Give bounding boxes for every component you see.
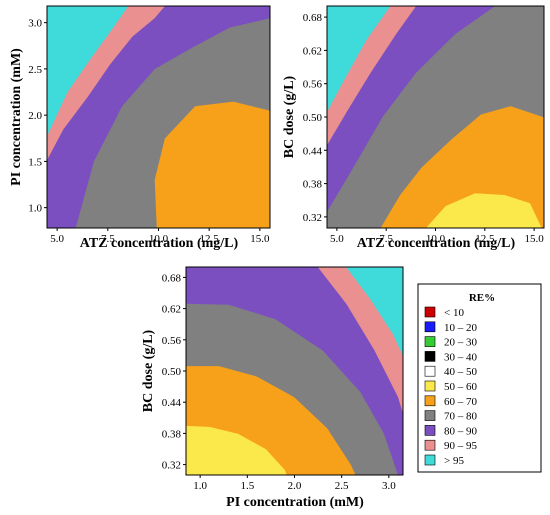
legend-title: RE% — [469, 292, 495, 304]
legend-swatch — [424, 336, 436, 347]
y-axis-label: BC dose (g/L) — [141, 329, 156, 412]
y-tick-label: 2.5 — [28, 64, 42, 76]
legend-item: 90 – 95 — [424, 439, 478, 452]
legend-label: 90 – 95 — [444, 440, 478, 452]
x-axis-label: ATZ concentration (mg/L) — [357, 236, 516, 251]
panel-atz-vs-bc: 5.0 7.5 10.0 12.5 15.0 0.320.380.440.500.560… — [282, 5, 545, 251]
legend-label: 70 – 80 — [444, 411, 478, 423]
legend-item: < 10 — [424, 306, 464, 319]
x-tick-label: 2.5 — [335, 480, 349, 492]
legend-item: 40 – 50 — [424, 365, 478, 378]
x-tick-label: 10.0 — [426, 233, 446, 245]
y-tick-label: 0.68 — [162, 272, 182, 284]
legend-item: 50 – 60 — [424, 380, 478, 393]
y-tick-label: 0.68 — [303, 12, 323, 24]
y-tick-label: 0.50 — [303, 112, 323, 124]
x-ticks: 5.0 7.5 10.0 12.5 15.0 — [50, 228, 270, 245]
contour-region-5 — [327, 6, 391, 112]
legend-label: 60 – 70 — [444, 396, 478, 408]
legend-item: 80 – 90 — [424, 425, 478, 437]
contour-region-5 — [346, 267, 403, 356]
x-ticks: 1.0 1.5 2.0 2.5 3.0 — [193, 475, 396, 492]
legend-swatch — [424, 351, 436, 362]
contour-regions — [47, 6, 270, 228]
legend-item: 60 – 70 — [424, 395, 478, 408]
x-ticks: 5.0 7.5 10.0 12.5 15.0 — [330, 228, 544, 245]
x-tick-label: 1.5 — [240, 480, 254, 492]
legend-items: < 10 10 – 20 20 – 30 30 – 40 40 – 50 50 – 60 6… — [424, 306, 478, 467]
legend-item: 30 – 40 — [424, 351, 478, 363]
panel-atz-vs-pi: 5.0 7.5 10.0 12.5 15.0 1.0 1.5 2.0 2.5 3.0 ATZ c… — [9, 5, 271, 251]
x-tick-label: 7.5 — [101, 233, 115, 245]
x-tick-label: 1.0 — [193, 480, 207, 492]
y-tick-label: 0.38 — [162, 428, 182, 440]
y-ticks: 0.32 0.38 0.44 0.50 0.56 0.62 0.68 — [303, 12, 327, 224]
y-axis-label: BC dose (g/L) — [282, 75, 297, 158]
legend-box — [417, 283, 542, 473]
x-tick-label: 15.0 — [250, 233, 270, 245]
legend-swatch — [424, 410, 436, 421]
legend-swatch — [424, 395, 436, 407]
legend-item: > 95 — [424, 454, 464, 467]
legend-item: 10 – 20 — [424, 321, 478, 334]
legend-label: < 10 — [444, 307, 464, 319]
legend-swatch — [424, 365, 436, 377]
y-tick-label: 0.38 — [303, 179, 323, 191]
legend-item: 70 – 80 — [424, 410, 478, 423]
legend-label: 10 – 20 — [444, 322, 478, 334]
legend-swatch — [424, 306, 436, 318]
y-tick-label: 0.44 — [162, 397, 182, 409]
x-tick-label: 15.0 — [525, 233, 545, 245]
x-axis-label: PI concentration (mM) — [226, 495, 364, 510]
contour-region-4 — [47, 6, 129, 136]
legend-label: 20 – 30 — [444, 337, 478, 349]
x-tick-label: 5.0 — [330, 233, 344, 245]
legend-label: 30 – 40 — [444, 351, 478, 363]
y-tick-label: 1.0 — [28, 203, 42, 215]
y-tick-label: 0.32 — [303, 212, 322, 224]
y-tick-label: 1.5 — [28, 156, 42, 168]
y-ticks: 0.32 0.38 0.44 0.50 0.56 0.62 0.68 — [162, 272, 186, 472]
y-axis-label: PI concentration (mM) — [9, 48, 24, 186]
legend-label: 80 – 90 — [444, 425, 478, 437]
y-tick-label: 0.44 — [303, 145, 323, 157]
y-tick-label: 0.56 — [303, 79, 323, 91]
y-tick-label: 0.32 — [162, 460, 181, 472]
x-tick-label: 3.0 — [382, 480, 396, 492]
y-tick-label: 0.50 — [162, 366, 182, 378]
legend-label: > 95 — [444, 455, 464, 467]
contour-regions — [186, 267, 403, 475]
legend-label: 40 – 50 — [444, 366, 478, 378]
contour-regions — [327, 6, 544, 228]
legend-item: 20 – 30 — [424, 336, 478, 349]
y-tick-label: 3.0 — [28, 18, 42, 30]
y-tick-label: 0.62 — [162, 304, 181, 316]
legend-swatch — [424, 439, 436, 451]
x-tick-label: 10.0 — [149, 233, 169, 245]
x-tick-label: 12.5 — [200, 233, 220, 245]
legend-swatch — [424, 321, 436, 333]
legend-swatch — [424, 380, 436, 392]
y-tick-label: 2.0 — [28, 110, 42, 122]
x-tick-label: 7.5 — [379, 233, 393, 245]
x-tick-label: 2.0 — [288, 480, 302, 492]
x-tick-label: 5.0 — [50, 233, 64, 245]
legend-swatch — [424, 425, 436, 436]
x-axis-label: ATZ concentration (mg/L) — [80, 236, 239, 251]
y-ticks: 1.0 1.5 2.0 2.5 3.0 — [28, 18, 47, 215]
x-tick-label: 12.5 — [475, 233, 495, 245]
panel-pi-vs-bc: 1.0 1.5 2.0 2.5 3.0 0.32 0.38 0.44 0.50 0.56 0.62… — [141, 266, 404, 510]
legend-swatch — [424, 454, 436, 466]
y-tick-label: 0.56 — [162, 335, 182, 347]
legend: RE% < 10 10 – 20 20 – 30 30 – 40 40 – 50 50 –… — [417, 283, 542, 473]
y-tick-label: 0.62 — [303, 45, 322, 57]
legend-label: 50 – 60 — [444, 381, 478, 393]
